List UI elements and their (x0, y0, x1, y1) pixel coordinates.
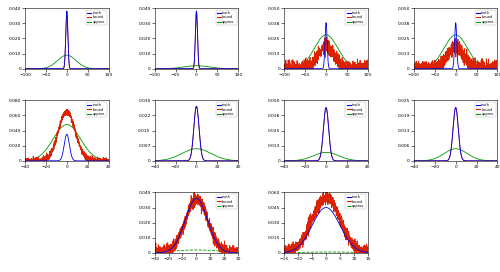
Legend: truth, bound, approx.: truth, bound, approx. (346, 194, 366, 209)
Legend: truth, bound, approx.: truth, bound, approx. (216, 10, 236, 25)
Legend: truth, bound, approx.: truth, bound, approx. (346, 10, 366, 25)
Legend: truth, bound, approx.: truth, bound, approx. (475, 102, 496, 117)
Legend: truth, bound, approx.: truth, bound, approx. (216, 102, 236, 117)
Legend: truth, bound, approx.: truth, bound, approx. (346, 102, 366, 117)
Legend: truth, bound, approx.: truth, bound, approx. (86, 10, 107, 25)
Legend: truth, bound, approx.: truth, bound, approx. (86, 102, 107, 117)
Legend: truth, bound, approx.: truth, bound, approx. (475, 10, 496, 25)
Legend: truth, bound, approx.: truth, bound, approx. (216, 194, 236, 209)
